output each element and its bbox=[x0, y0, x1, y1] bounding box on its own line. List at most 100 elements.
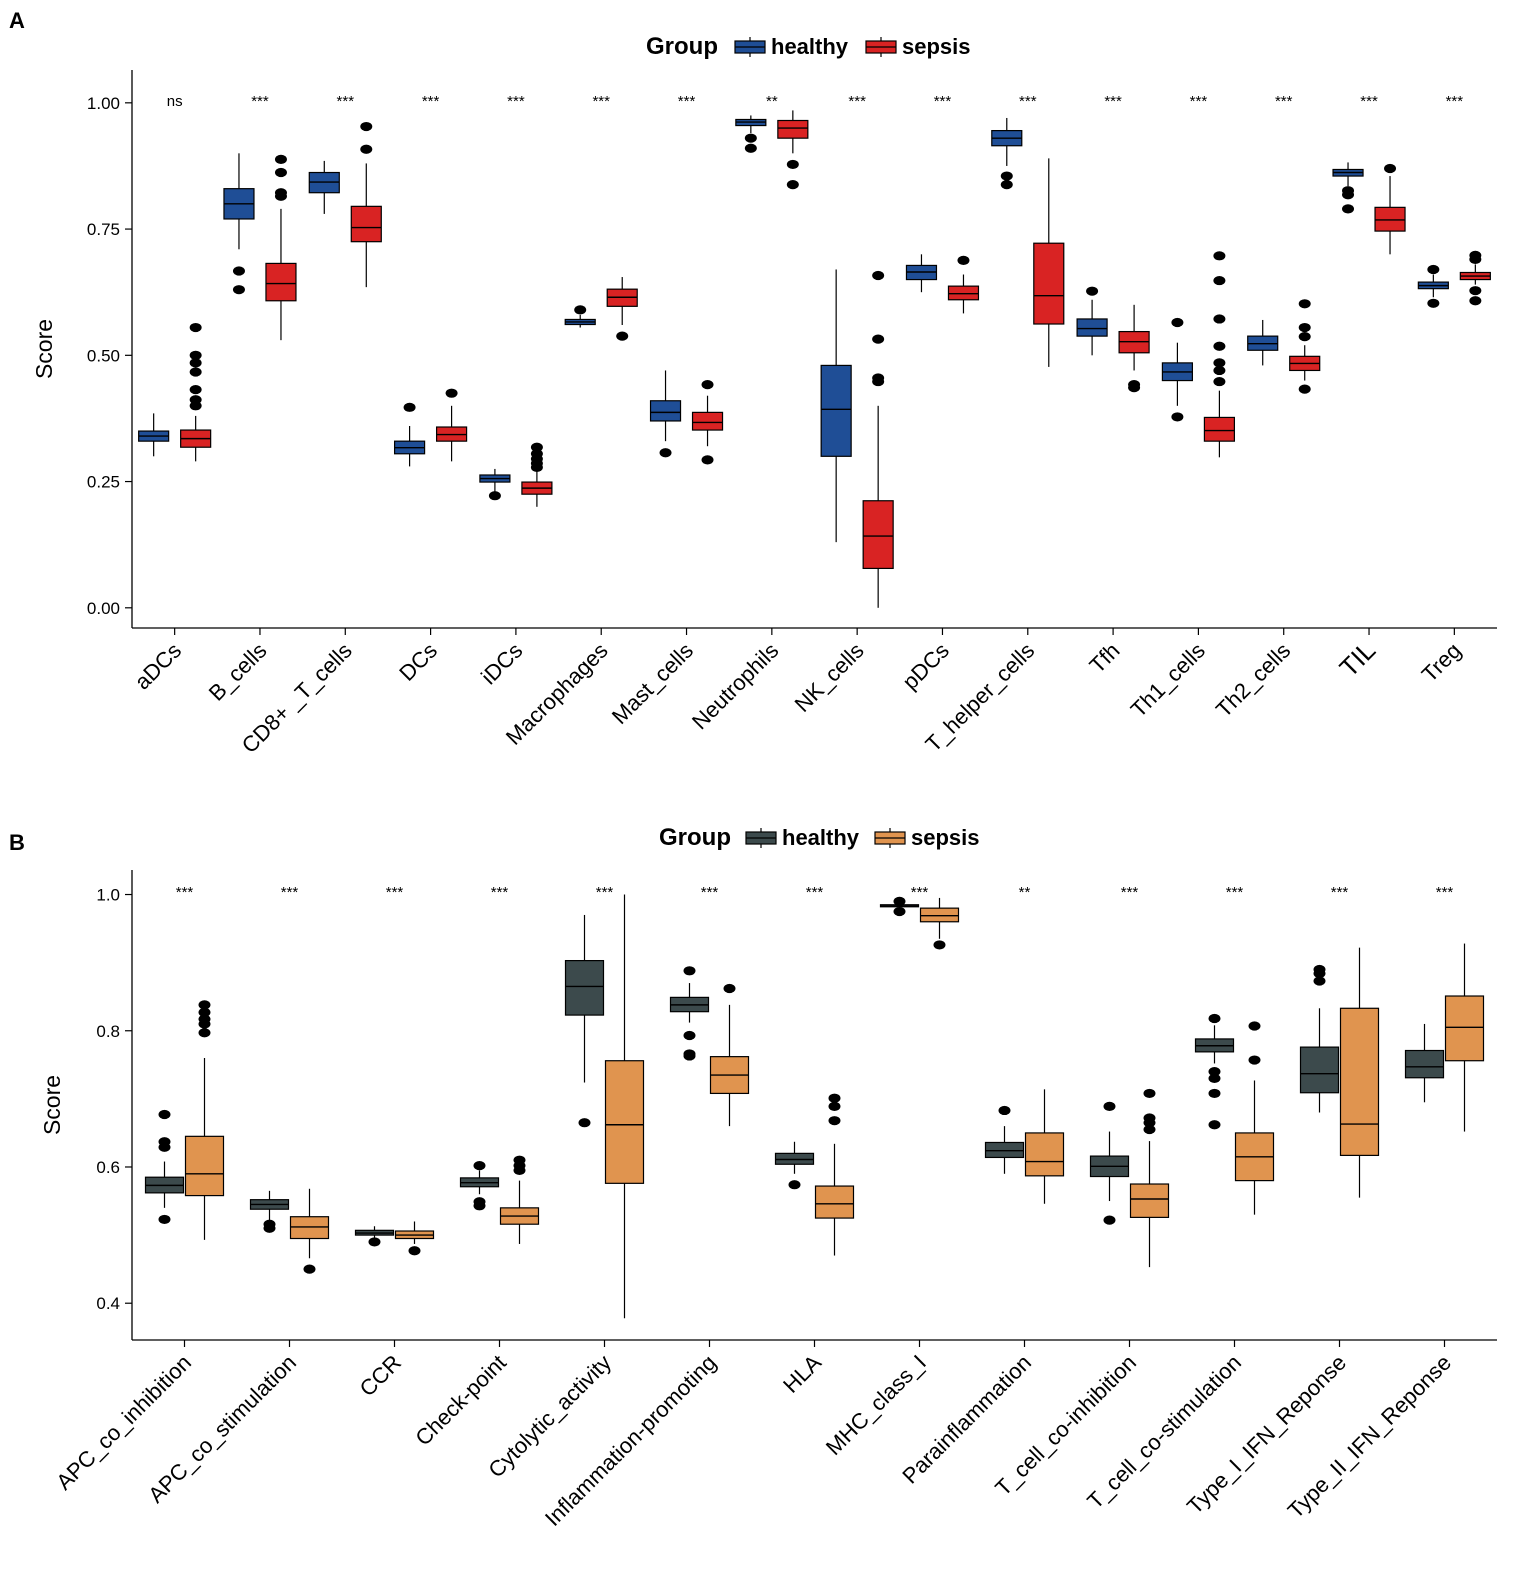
outlier-point bbox=[274, 188, 287, 198]
legend-label-healthy: healthy bbox=[771, 34, 849, 59]
box-sepsis bbox=[709, 983, 750, 1127]
outlier-point bbox=[1143, 1124, 1156, 1135]
box-sepsis bbox=[604, 894, 645, 1319]
box-sepsis bbox=[184, 1000, 225, 1240]
box-iqr bbox=[814, 1185, 855, 1219]
outlier-point bbox=[1213, 358, 1226, 368]
y-tick-label: 0.6 bbox=[96, 1158, 120, 1177]
outlier-point bbox=[408, 1246, 421, 1256]
outlier-point bbox=[1469, 296, 1482, 306]
outlier-point bbox=[786, 159, 799, 170]
outlier-point bbox=[1213, 365, 1226, 376]
outlier-point bbox=[616, 331, 629, 341]
box-healthy bbox=[308, 160, 340, 214]
box-healthy bbox=[735, 115, 767, 153]
significance-label: *** bbox=[596, 884, 614, 901]
outlier-point bbox=[1208, 1088, 1221, 1099]
significance-label: *** bbox=[1226, 884, 1244, 901]
outlier-point bbox=[1000, 171, 1013, 181]
legend-label-healthy: healthy bbox=[782, 825, 860, 850]
outlier-point bbox=[701, 380, 714, 390]
y-tick-label: 0.50 bbox=[87, 346, 120, 365]
significance-label: *** bbox=[701, 884, 719, 901]
outlier-point bbox=[1248, 1021, 1261, 1031]
x-tick-label: DCs bbox=[394, 638, 442, 686]
panel-b: B 0.4 0.6 0.8 1.0 Score Group healthy sepsis ***… bbox=[0, 800, 1535, 1591]
outlier-point bbox=[933, 940, 946, 950]
significance-label: *** bbox=[934, 93, 952, 110]
outlier-point bbox=[1213, 314, 1226, 324]
x-tick-label: Tfh bbox=[1084, 638, 1124, 678]
significance-label: *** bbox=[251, 93, 269, 110]
significance-label: *** bbox=[1104, 93, 1122, 110]
outlier-point bbox=[189, 350, 202, 360]
outlier-point bbox=[578, 1118, 591, 1128]
box-healthy bbox=[669, 966, 710, 1061]
significance-label: *** bbox=[911, 884, 929, 901]
box-iqr bbox=[1203, 416, 1236, 442]
box-healthy bbox=[564, 305, 596, 328]
box-iqr bbox=[350, 205, 382, 243]
box-healthy bbox=[991, 117, 1023, 190]
outlier-point bbox=[513, 1155, 526, 1165]
outlier-point bbox=[1208, 1073, 1221, 1084]
outlier-point bbox=[473, 1161, 486, 1171]
box-healthy bbox=[1247, 319, 1279, 366]
outlier-point bbox=[828, 1101, 841, 1111]
box-iqr bbox=[1033, 242, 1065, 325]
box-healthy bbox=[249, 1190, 290, 1233]
box-sepsis bbox=[606, 277, 638, 341]
outlier-point bbox=[189, 385, 202, 395]
outlier-point bbox=[198, 1028, 211, 1038]
box-iqr bbox=[184, 1135, 225, 1197]
outlier-point bbox=[274, 154, 287, 164]
x-tick-label: iDCs bbox=[476, 638, 527, 689]
box-sepsis bbox=[1033, 158, 1065, 367]
outlier-point bbox=[1469, 286, 1482, 296]
chart-a: 0.00 0.25 0.50 0.75 1.00 Score Group healthy sep… bbox=[31, 33, 1497, 758]
outlier-point bbox=[701, 455, 714, 465]
x-tick-label: B_cells bbox=[204, 638, 272, 706]
box-healthy bbox=[138, 413, 170, 457]
y-tick-label: 0.4 bbox=[96, 1294, 120, 1313]
outlier-point bbox=[1171, 412, 1184, 422]
outlier-point bbox=[828, 1093, 841, 1103]
significance-label: *** bbox=[1275, 93, 1293, 110]
outlier-point bbox=[198, 1007, 211, 1017]
box-sepsis bbox=[1118, 304, 1150, 393]
box-healthy bbox=[1076, 286, 1108, 356]
box-healthy bbox=[1161, 317, 1194, 422]
box-healthy bbox=[649, 370, 682, 458]
box-healthy bbox=[459, 1161, 500, 1211]
outlier-point bbox=[683, 1051, 696, 1061]
box-sepsis bbox=[289, 1188, 330, 1274]
box-sepsis bbox=[919, 897, 960, 950]
significance-label: *** bbox=[1019, 93, 1037, 110]
outlier-point bbox=[1298, 322, 1311, 333]
outlier-point bbox=[1298, 332, 1311, 342]
outlier-point bbox=[872, 373, 885, 383]
x-tick-label: NK_cells bbox=[790, 638, 869, 717]
box-healthy bbox=[479, 468, 511, 501]
outlier-point bbox=[232, 266, 245, 276]
significance-label: *** bbox=[1436, 884, 1454, 901]
box-healthy bbox=[1089, 1101, 1130, 1225]
box-healthy bbox=[905, 254, 938, 293]
outlier-point bbox=[1213, 376, 1226, 387]
box-healthy bbox=[879, 896, 920, 917]
outlier-point bbox=[893, 896, 906, 906]
significance-label: *** bbox=[337, 93, 355, 110]
panel-a-label: A bbox=[9, 8, 25, 33]
outlier-point bbox=[1171, 317, 1184, 328]
box-healthy bbox=[1404, 1023, 1445, 1103]
significance-label: *** bbox=[592, 93, 610, 110]
significance-label: ns bbox=[167, 93, 183, 110]
box-healthy bbox=[1194, 1013, 1235, 1130]
box-sepsis bbox=[1459, 250, 1491, 306]
significance-label: *** bbox=[1331, 884, 1349, 901]
outlier-point bbox=[189, 367, 202, 377]
box-iqr bbox=[947, 285, 980, 301]
outlier-point bbox=[1298, 384, 1311, 394]
box-iqr bbox=[649, 400, 682, 422]
outlier-point bbox=[788, 1180, 801, 1190]
